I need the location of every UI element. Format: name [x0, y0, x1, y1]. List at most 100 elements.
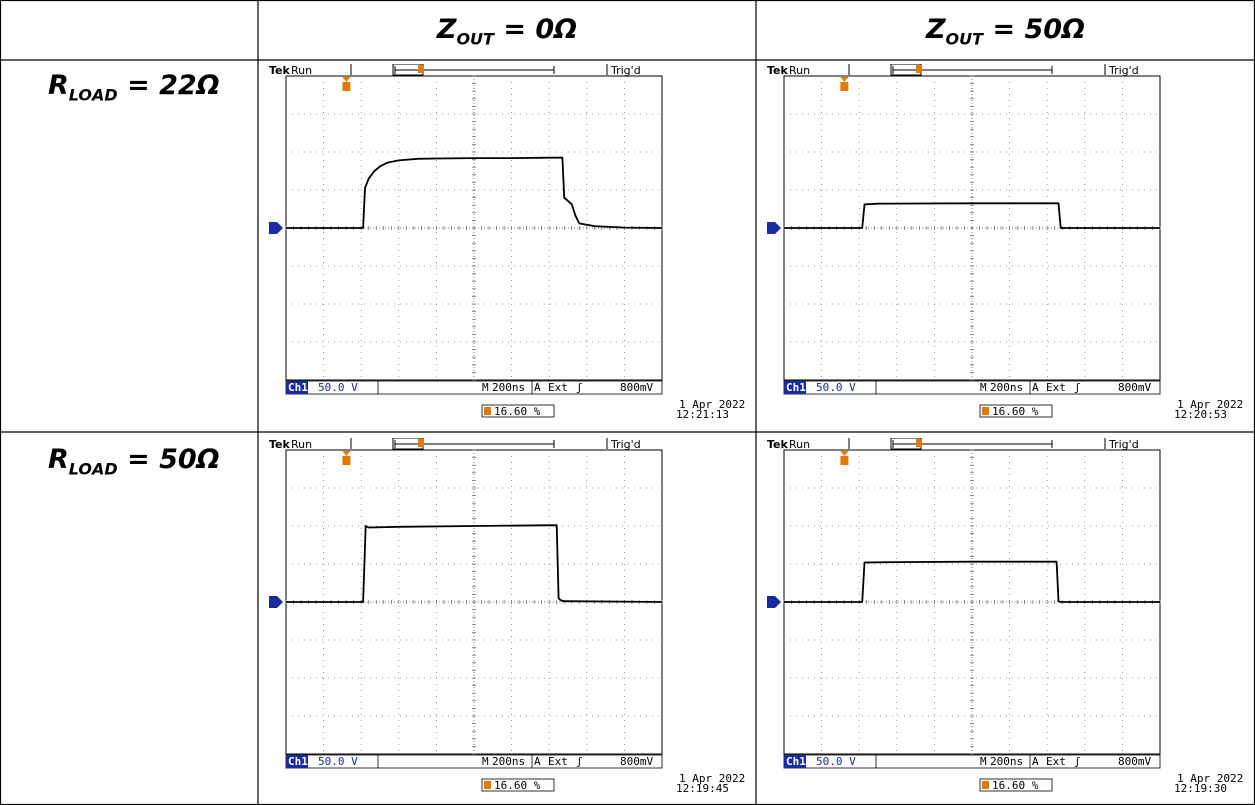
date-label: 1 Apr 2022	[679, 398, 745, 411]
trigger-source: Ext	[548, 381, 568, 394]
row-main: R	[48, 70, 69, 101]
trigger-level: 800mV	[1118, 755, 1151, 768]
a-label: A	[1032, 381, 1039, 394]
row-sub: LOAD	[68, 459, 118, 479]
timebase: 200ns	[492, 381, 525, 394]
brand-label: Tek	[767, 438, 789, 451]
ch1-ground-arrow	[277, 596, 283, 608]
time-label: 12:21:13	[676, 408, 729, 421]
trigger-t-marker	[342, 82, 351, 91]
trigger-source: Ext	[548, 755, 568, 768]
row-main: R	[48, 444, 69, 475]
trigger-source: Ext	[1046, 381, 1066, 394]
ch1-badge	[286, 381, 308, 394]
trigger-level: 800mV	[620, 381, 653, 394]
volts-per-div: 50.0 V	[318, 755, 358, 768]
a-label: A	[534, 381, 541, 394]
ch1-label: Ch1	[786, 381, 806, 394]
waveform-trace	[784, 202, 1160, 229]
brand-label: Tek	[269, 438, 291, 451]
trigger-pos-value: 16.60 %	[494, 779, 541, 792]
ch1-ground-marker	[269, 596, 277, 608]
ch1-ground-marker	[269, 222, 277, 234]
time-label: 12:20:53	[1174, 408, 1227, 421]
trigger-source: Ext	[1046, 755, 1066, 768]
header-rest: = 0Ω	[493, 14, 578, 45]
ch1-label: Ch1	[288, 755, 308, 768]
header-rest: = 50Ω	[983, 14, 1086, 45]
row-rest: = 22Ω	[117, 70, 220, 101]
waveform-trace	[784, 560, 1160, 603]
trigger-arrow	[342, 77, 351, 82]
trigger-position-marker	[916, 439, 922, 447]
waveform-trace	[286, 524, 663, 603]
trig-status: Trig'd	[1108, 64, 1139, 77]
a-label: A	[534, 755, 541, 768]
timebase: 200ns	[990, 755, 1023, 768]
trigger-position-marker	[418, 439, 424, 447]
row-sub: LOAD	[68, 85, 118, 105]
m-label: M	[482, 381, 489, 394]
m-label: M	[980, 755, 987, 768]
run-status: Run	[789, 438, 810, 451]
scope-r50-z0: Tek Run Trig'd Ch1 50.0 V M 200ns A Ext ʃ 800mV 16.…	[267, 438, 755, 802]
row-rest: = 50Ω	[117, 444, 220, 475]
trigger-pos-box	[481, 778, 555, 792]
ch1-badge	[286, 755, 308, 768]
trigger-t-marker	[840, 456, 849, 465]
trigger-pos-icon	[484, 781, 491, 789]
scope-svg: Tek Run Trig'd Ch1 50.0 V M 200ns A Ext ʃ 800mV 16.…	[767, 64, 1243, 421]
trigger-arrow	[840, 451, 849, 456]
trigger-pos-box	[481, 404, 555, 418]
trigger-pos-value: 16.60 %	[992, 779, 1039, 792]
run-status: Run	[291, 438, 312, 451]
timebase: 200ns	[990, 381, 1023, 394]
run-status: Run	[291, 64, 312, 77]
row-label-rload-22: RLOAD = 22Ω	[48, 70, 220, 104]
scope-r50-z50: Tek Run Trig'd Ch1 50.0 V M 200ns A Ext ʃ 800mV 16.…	[765, 438, 1253, 802]
date-label: 1 Apr 2022	[1177, 398, 1243, 411]
ch1-label: Ch1	[786, 755, 806, 768]
trigger-arrow	[840, 77, 849, 82]
trigger-t-marker	[840, 82, 849, 91]
brand-label: Tek	[269, 64, 291, 77]
waveform-trace	[286, 156, 663, 229]
trigger-pos-box	[979, 778, 1053, 792]
header-main: Z	[436, 14, 457, 45]
column-header-zout-0: ZOUT = 0Ω	[258, 14, 756, 48]
rising-edge-icon: ʃ	[1074, 755, 1081, 768]
volts-per-div: 50.0 V	[816, 755, 856, 768]
trigger-pos-value: 16.60 %	[494, 405, 541, 418]
m-label: M	[980, 381, 987, 394]
date-label: 1 Apr 2022	[679, 772, 745, 785]
trigger-t-marker	[342, 456, 351, 465]
trigger-level: 800mV	[1118, 381, 1151, 394]
scope-svg: Tek Run Trig'd Ch1 50.0 V M 200ns A Ext ʃ 800mV 16.…	[269, 438, 745, 795]
trig-status: Trig'd	[610, 64, 641, 77]
header-sub: OUT	[945, 29, 984, 49]
date-label: 1 Apr 2022	[1177, 772, 1243, 785]
ch1-label: Ch1	[288, 381, 308, 394]
trigger-pos-box	[979, 404, 1053, 418]
m-label: M	[482, 755, 489, 768]
trigger-position-marker	[418, 65, 424, 73]
trig-status: Trig'd	[1108, 438, 1139, 451]
ch1-badge	[784, 755, 806, 768]
trigger-pos-icon	[982, 407, 989, 415]
header-sub: OUT	[456, 29, 494, 49]
header-main: Z	[925, 14, 946, 45]
trig-status: Trig'd	[610, 438, 641, 451]
volts-per-div: 50.0 V	[816, 381, 856, 394]
brand-label: Tek	[767, 64, 789, 77]
trigger-position-marker	[916, 65, 922, 73]
time-label: 12:19:45	[676, 782, 729, 795]
ch1-ground-marker	[767, 222, 775, 234]
ch1-ground-arrow	[775, 222, 781, 234]
rising-edge-icon: ʃ	[576, 755, 583, 768]
column-header-zout-50: ZOUT = 50Ω	[756, 14, 1255, 48]
trigger-arrow	[342, 451, 351, 456]
rising-edge-icon: ʃ	[1074, 381, 1081, 394]
timebase: 200ns	[492, 755, 525, 768]
ch1-ground-arrow	[277, 222, 283, 234]
time-label: 12:19:30	[1174, 782, 1227, 795]
